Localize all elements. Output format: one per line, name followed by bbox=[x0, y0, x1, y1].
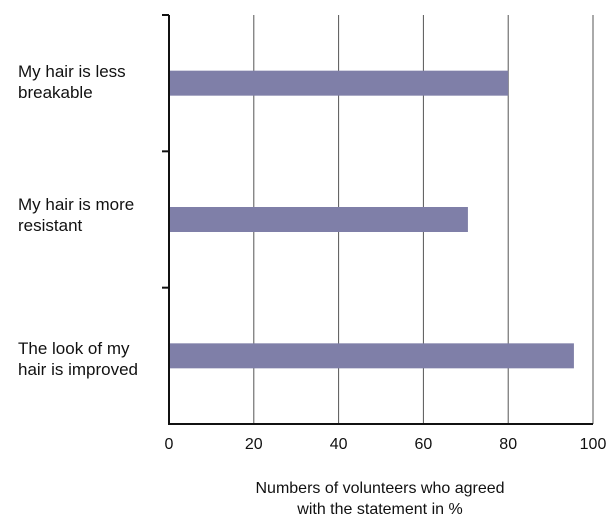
category-label-line: resistant bbox=[18, 216, 83, 235]
category-label-line: My hair is less bbox=[18, 62, 126, 81]
axes bbox=[162, 14, 593, 425]
bars bbox=[169, 70, 574, 369]
category-label-line: My hair is more bbox=[18, 195, 135, 214]
category-label-line: hair is improved bbox=[18, 360, 138, 379]
category-label-1: My hair is less breakable bbox=[18, 61, 168, 103]
x-axis-title-line: Numbers of volunteers who agreed bbox=[255, 480, 505, 497]
bar bbox=[169, 70, 509, 96]
x-tick-label: 20 bbox=[245, 436, 263, 453]
category-label-line: The look of my bbox=[18, 339, 130, 358]
category-label-2: My hair is more resistant bbox=[18, 194, 168, 236]
bar bbox=[169, 343, 574, 369]
x-tick-label: 60 bbox=[415, 436, 433, 453]
x-axis-title-line: with the statement in % bbox=[297, 501, 463, 518]
category-label-line: breakable bbox=[18, 83, 93, 102]
x-tick-label: 80 bbox=[499, 436, 517, 453]
x-tick-label: 100 bbox=[580, 436, 607, 453]
x-tick-label: 0 bbox=[165, 436, 174, 453]
bar bbox=[169, 207, 468, 232]
category-label-3: The look of my hair is improved bbox=[18, 338, 168, 380]
x-tick-labels: 0 20 40 60 80 100 bbox=[165, 436, 607, 453]
x-axis-title: Numbers of volunteers who agreed with th… bbox=[200, 478, 560, 520]
x-tick-label: 40 bbox=[330, 436, 348, 453]
